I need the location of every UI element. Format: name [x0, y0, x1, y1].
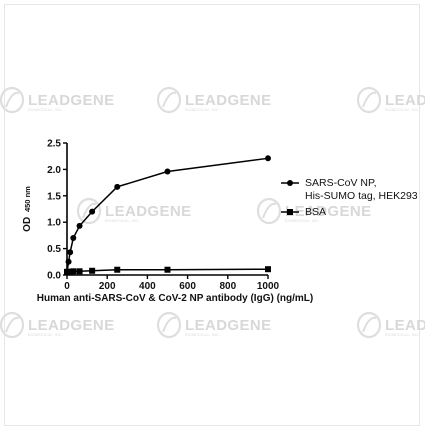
data-point	[76, 268, 83, 275]
y-tick-label: 0.5	[47, 244, 61, 255]
data-point	[265, 155, 271, 162]
watermark-leaf-stem	[82, 202, 97, 219]
watermark-text: LEADGENE	[185, 92, 272, 109]
watermark-leaf-stem	[362, 91, 377, 108]
data-point	[89, 267, 96, 274]
watermark-text: LEADGENE	[185, 317, 272, 334]
watermark-subtext: BIOMEDICAL, INC.	[28, 332, 63, 337]
watermark-leaf-icon	[156, 311, 182, 339]
watermark-leaf-icon	[356, 86, 382, 114]
watermark-subtext: BIOMEDICAL, INC.	[105, 218, 140, 223]
watermark-subtext: BIOMEDICAL, INC.	[385, 107, 420, 112]
data-point	[70, 235, 77, 242]
series-1	[64, 266, 271, 275]
y-tick-label: 1.0	[47, 218, 61, 229]
data-point	[114, 266, 121, 273]
watermark-subtext: BIOMEDICAL, INC.	[385, 332, 420, 337]
watermark-leaf-icon	[76, 197, 102, 225]
y-axis-title: OD 450 nm	[22, 186, 33, 232]
x-tick-label: 1000	[257, 281, 280, 292]
x-axis-title: Human anti-SARS-CoV & CoV-2 NP antibody …	[37, 293, 313, 304]
axes	[66, 143, 268, 276]
legend-marker-circle	[287, 180, 293, 186]
watermark-text: LEADGENE	[28, 92, 115, 109]
watermark-leaf-icon	[156, 86, 182, 114]
watermark-text: LEADGENE	[28, 317, 115, 334]
x-tick-label: 200	[99, 281, 116, 292]
watermark-leaf-stem	[362, 316, 377, 333]
x-tick-label: 0	[64, 281, 70, 292]
data-point	[67, 268, 74, 275]
data-point	[67, 249, 74, 256]
legend: SARS-CoV NP, His-SUMO tag, HEK293 BSA	[281, 177, 418, 218]
watermark-leaf-stem	[262, 202, 277, 219]
data-point	[265, 266, 271, 273]
data-point	[89, 208, 96, 215]
y-axis-title-main: OD	[22, 217, 33, 232]
x-tick-label: 600	[179, 281, 196, 292]
svg-text:OD 450 nm: OD 450 nm	[22, 186, 33, 232]
legend-marker-square	[287, 209, 293, 215]
x-ticks: 0 200 400 600 800 1000	[64, 275, 280, 292]
legend-item-bsa: BSA	[281, 206, 326, 218]
watermark-text: LEADGENE	[105, 203, 192, 220]
series-0	[64, 155, 271, 276]
figure-frame	[4, 4, 420, 426]
watermark-subtext: BIOMEDICAL, INC.	[28, 107, 63, 112]
watermark-leaf-icon	[0, 86, 25, 114]
data-point	[164, 266, 171, 273]
watermark-leaf-stem	[5, 91, 20, 108]
legend-label-sars-np-line1: SARS-CoV NP,	[305, 177, 377, 189]
watermark-subtext: BIOMEDICAL, INC.	[185, 332, 220, 337]
legend-item-sars-np: SARS-CoV NP, His-SUMO tag, HEK293	[281, 177, 418, 202]
y-tick-label: 2.0	[47, 165, 61, 176]
legend-label-sars-np-line2: His-SUMO tag, HEK293	[305, 190, 418, 202]
y-tick-label: 0.0	[47, 271, 61, 282]
x-tick-label: 800	[219, 281, 236, 292]
y-tick-label: 2.5	[47, 139, 61, 150]
series-layer	[64, 155, 271, 276]
y-axis-title-sub: 450 nm	[23, 186, 32, 212]
data-point	[114, 183, 121, 190]
data-point	[65, 258, 72, 265]
watermark-leaf-icon	[356, 311, 382, 339]
watermark-text: LEADGENE	[385, 92, 425, 109]
data-point	[70, 268, 77, 275]
watermark-text: LEADGENE	[285, 203, 372, 220]
legend-label-bsa: BSA	[305, 206, 326, 218]
x-tick-label: 400	[139, 281, 156, 292]
watermark-leaf-stem	[162, 91, 177, 108]
y-tick-label: 1.5	[47, 191, 61, 202]
watermark-subtext: BIOMEDICAL, INC.	[285, 218, 320, 223]
data-point	[76, 222, 83, 229]
watermark-leaf-icon	[256, 197, 282, 225]
watermark-leaf-stem	[5, 316, 20, 333]
watermark-subtext: BIOMEDICAL, INC.	[185, 107, 220, 112]
watermark-text: LEADGENE	[385, 317, 425, 334]
y-ticks: 0.0 0.5 1.0 1.5 2.0 2.5	[47, 139, 67, 282]
watermark-leaf-icon	[0, 311, 25, 339]
watermark-leaf-stem	[162, 316, 177, 333]
data-point	[164, 168, 171, 175]
